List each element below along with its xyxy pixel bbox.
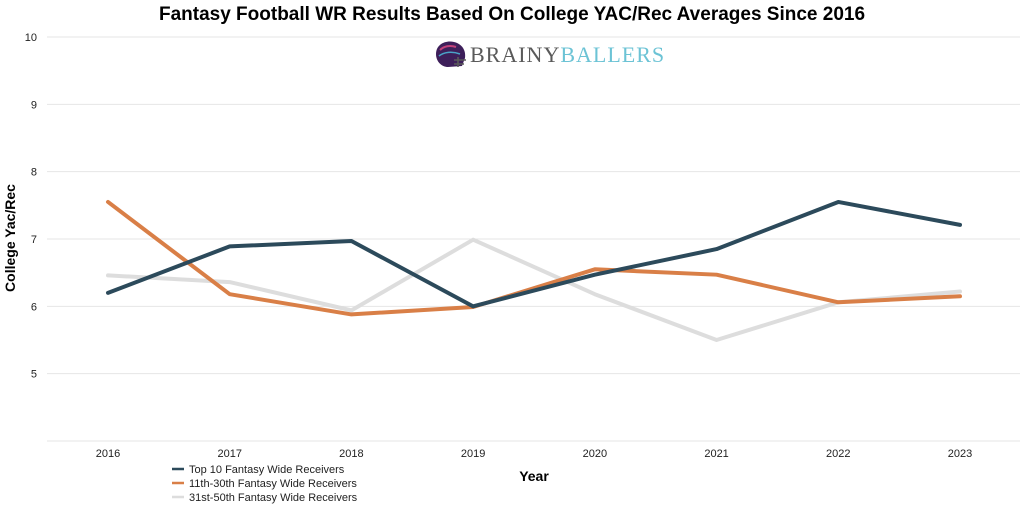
series-line <box>108 202 960 306</box>
x-tick-label: 2019 <box>461 448 485 460</box>
x-tick-label: 2021 <box>704 448 728 460</box>
x-axis-label: Year <box>519 468 549 484</box>
brand-part1: BRAINY <box>470 42 560 67</box>
legend-label: 11th-30th Fantasy Wide Receivers <box>189 478 357 490</box>
chart-title: Fantasy Football WR Results Based On Col… <box>159 4 865 25</box>
brand-logo: BRAINYBALLERS <box>436 42 665 68</box>
y-axis-label: College Yac/Rec <box>2 184 18 292</box>
y-tick-label: 6 <box>31 301 37 313</box>
series-line <box>108 202 960 314</box>
chart: Fantasy Football WR Results Based On Col… <box>0 0 1024 506</box>
x-tick-label: 2022 <box>826 448 850 460</box>
y-axis-ticks: 5 6 7 8 9 10 <box>25 32 37 381</box>
legend-label: 31st-50th Fantasy Wide Receivers <box>189 492 358 504</box>
x-tick-label: 2017 <box>217 448 241 460</box>
brand-part2: BALLERS <box>560 42 665 67</box>
series-lines <box>108 202 960 340</box>
y-tick-label: 5 <box>31 369 37 381</box>
x-tick-label: 2016 <box>96 448 120 460</box>
x-tick-label: 2020 <box>583 448 607 460</box>
y-tick-label: 10 <box>25 32 37 44</box>
brand-name: BRAINYBALLERS <box>470 42 665 67</box>
y-tick-label: 9 <box>31 99 37 111</box>
legend: Top 10 Fantasy Wide Receivers 11th-30th F… <box>172 464 358 504</box>
football-helmet-icon <box>436 42 466 68</box>
legend-label: Top 10 Fantasy Wide Receivers <box>189 464 345 476</box>
y-tick-label: 7 <box>31 234 37 246</box>
grid-lines <box>47 37 1020 441</box>
y-tick-label: 8 <box>31 167 37 179</box>
x-tick-label: 2018 <box>339 448 363 460</box>
x-tick-label: 2023 <box>948 448 972 460</box>
x-axis-ticks: 2016 2017 2018 2019 2020 2021 2022 2023 <box>96 448 972 460</box>
